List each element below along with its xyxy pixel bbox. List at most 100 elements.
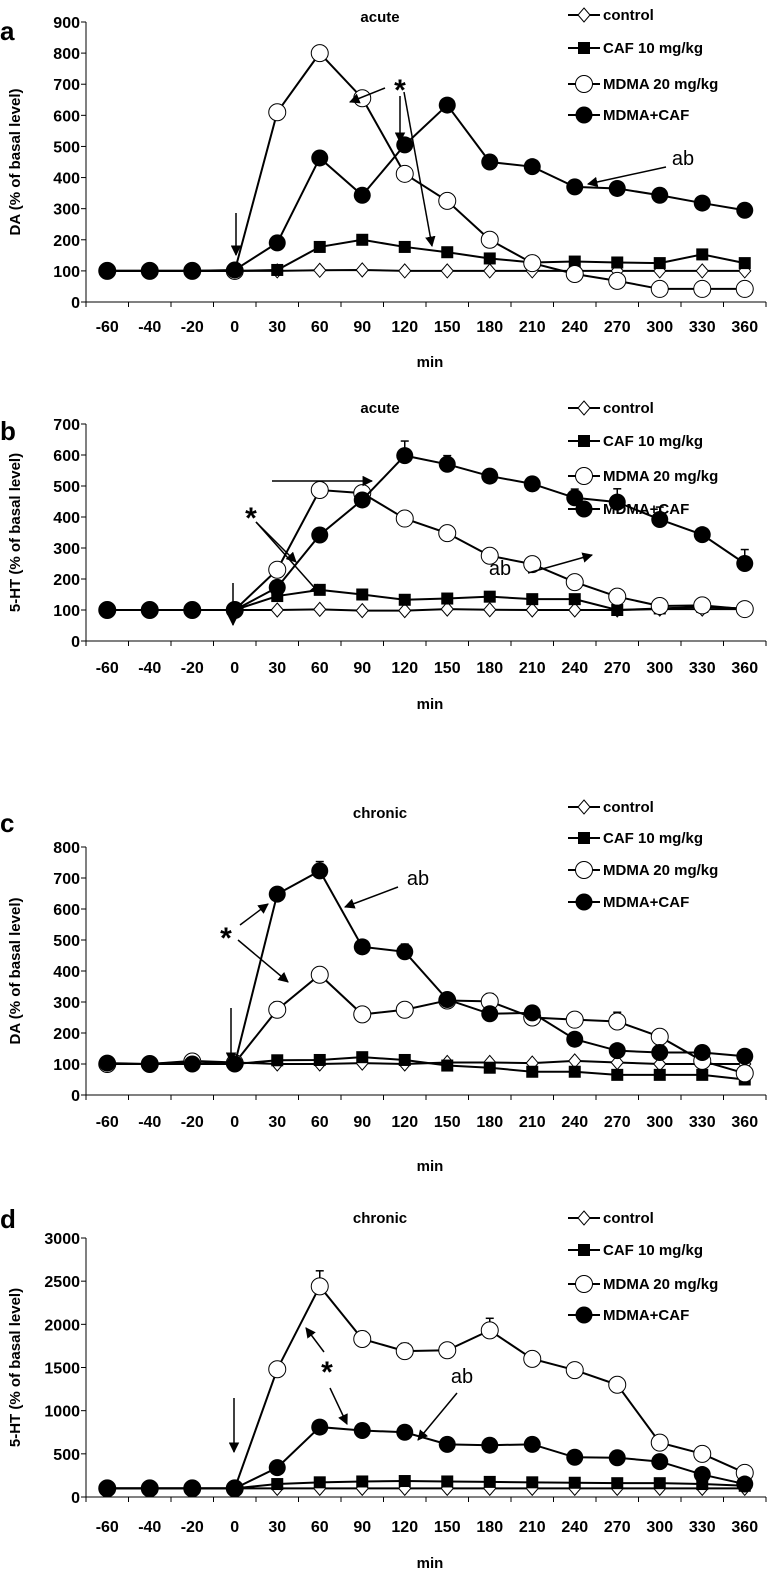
legend-marker: [578, 832, 590, 844]
data-point: [353, 491, 371, 509]
data-point: [566, 178, 584, 196]
x-tick-label: 360: [731, 319, 758, 336]
data-point: [736, 1047, 754, 1065]
data-point: [565, 573, 584, 592]
data-point: [481, 467, 499, 485]
x-tick-label: 90: [353, 1519, 371, 1536]
legend-entry: MDMA 20 mg/kg: [568, 75, 718, 93]
data-point: [735, 279, 754, 298]
data-point: [736, 1475, 754, 1493]
legend-label: control: [603, 799, 654, 816]
data-point: [440, 601, 454, 617]
legend-marker: [577, 400, 591, 416]
x-tick-label: -40: [138, 1114, 161, 1131]
data-point: [650, 596, 669, 615]
x-tick-label: 210: [519, 660, 546, 677]
legend-marker: [578, 435, 590, 447]
data-point: [313, 262, 327, 279]
legend-marker: [575, 893, 593, 911]
annotation-arrow: [417, 1392, 458, 1441]
data-point: [736, 201, 754, 219]
data-point: [353, 938, 371, 956]
legend-label: MDMA 20 mg/kg: [603, 1276, 718, 1293]
data-point: [356, 588, 369, 601]
y-tick-label: 2500: [44, 1274, 80, 1291]
data-point: [353, 89, 372, 108]
data-point: [353, 1330, 372, 1349]
data-point: [651, 1044, 669, 1062]
legend-label: CAF 10 mg/kg: [603, 830, 703, 847]
legend-entry: CAF 10 mg/kg: [568, 830, 703, 847]
x-tick-label: 90: [353, 660, 371, 677]
data-point: [735, 600, 754, 619]
legend-label: control: [603, 7, 654, 24]
data-point: [526, 1476, 539, 1489]
panel-letter: d: [0, 1204, 16, 1234]
y-tick-label: 400: [53, 171, 80, 188]
annotation-arrow: [237, 939, 289, 983]
x-tick-label: 120: [391, 1519, 418, 1536]
data-point: [651, 186, 669, 204]
series-line: [107, 1480, 745, 1490]
x-tick-label: 330: [689, 1114, 716, 1131]
data-point: [608, 1375, 627, 1394]
y-tick-label: 100: [53, 603, 80, 620]
data-point: [183, 1055, 201, 1073]
legend-entry: control: [568, 1210, 654, 1227]
data-point: [313, 601, 327, 618]
data-point: [268, 560, 287, 579]
x-tick-label: 30: [268, 319, 286, 336]
data-point: [438, 191, 457, 210]
legend-label: MDMA+CAF: [603, 501, 689, 518]
data-point: [565, 1361, 584, 1380]
chart-title: acute: [360, 9, 399, 26]
data-point: [526, 593, 539, 606]
data-point: [311, 862, 329, 880]
legend-entry: control: [568, 400, 654, 417]
legend-marker: [577, 7, 591, 23]
data-point: [98, 1054, 116, 1072]
x-tick-label: -60: [96, 319, 119, 336]
data-point: [441, 1475, 454, 1488]
data-point: [568, 1476, 581, 1489]
data-point: [651, 510, 669, 528]
y-tick-label: 700: [53, 417, 80, 434]
x-tick-label: -40: [138, 660, 161, 677]
data-point: [396, 136, 414, 154]
x-tick-label: -40: [138, 1519, 161, 1536]
data-point: [693, 1444, 712, 1463]
y-axis-label: 5-HT (% of basal level): [7, 1288, 24, 1447]
legend-entry: MDMA+CAF: [568, 106, 689, 124]
data-point: [650, 1027, 669, 1046]
data-point: [356, 1051, 369, 1064]
panel-letter: a: [0, 16, 15, 46]
annotation-arrow: [586, 166, 667, 188]
panel-letter: c: [0, 808, 14, 838]
data-point: [523, 254, 542, 273]
y-tick-label: 500: [53, 933, 80, 950]
data-point: [313, 1476, 326, 1489]
data-point: [271, 1478, 284, 1491]
legend-marker: [575, 1275, 593, 1293]
y-tick-label: 900: [53, 15, 80, 32]
legend-label: control: [603, 400, 654, 417]
data-point: [183, 601, 201, 619]
data-point: [481, 153, 499, 171]
data-point: [693, 1466, 711, 1484]
y-axis-label: 5-HT (% of basal level): [7, 453, 24, 612]
data-point: [568, 593, 581, 606]
data-point: [141, 1479, 159, 1497]
data-point: [311, 149, 329, 167]
y-tick-label: 300: [53, 995, 80, 1012]
annotation-arrow: [239, 903, 269, 926]
x-axis-label: min: [417, 354, 444, 371]
y-tick-label: 700: [53, 871, 80, 888]
y-tick-label: 0: [71, 634, 80, 651]
x-tick-label: 270: [604, 1114, 631, 1131]
data-point: [483, 601, 497, 618]
x-tick-label: 240: [561, 660, 588, 677]
significance-ab: ab: [451, 1366, 473, 1388]
data-point: [523, 1349, 542, 1368]
y-tick-label: 500: [53, 479, 80, 496]
